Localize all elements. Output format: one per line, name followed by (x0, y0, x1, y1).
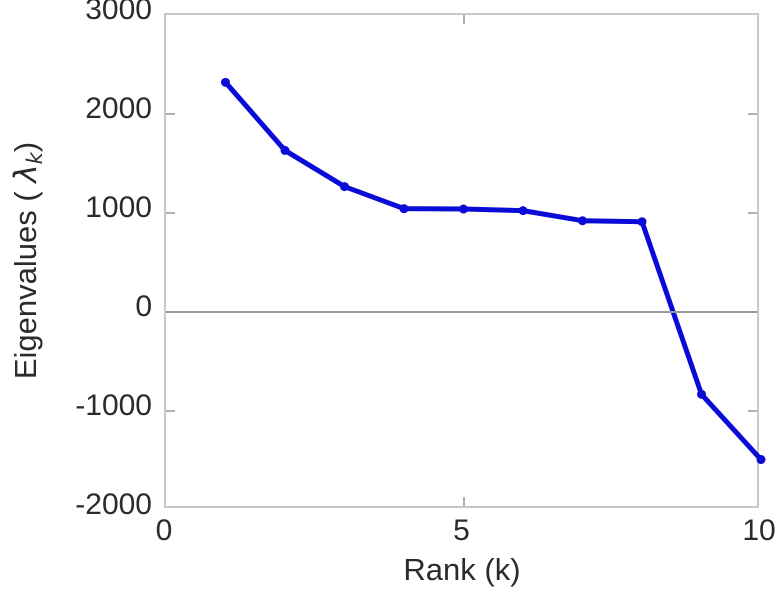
lambda-subscript: k (23, 151, 48, 164)
lambda-symbol: λ (8, 163, 45, 183)
data-point-marker (340, 182, 349, 192)
data-point-marker (459, 204, 468, 214)
data-point-marker (756, 455, 766, 465)
y-tick-label: 3000 (85, 0, 152, 26)
data-point-marker (221, 77, 230, 87)
y-tick-mark (748, 113, 757, 115)
y-tick-label: -1000 (75, 389, 152, 422)
x-tick-mark (462, 497, 465, 506)
y-axis-title-prefix: Eigenvalues ( (8, 182, 44, 379)
y-tick-label: 2000 (85, 92, 152, 125)
y-tick-mark (166, 212, 175, 214)
data-point-marker (518, 206, 528, 216)
y-axis-title-suffix: ) (8, 141, 44, 152)
y-tick-mark (748, 212, 757, 214)
y-tick-mark (166, 410, 175, 412)
data-point-marker (280, 145, 290, 155)
y-tick-label: 0 (135, 290, 152, 323)
x-tick-mark (462, 15, 465, 24)
series-line-eigenvalues (223, 79, 764, 463)
zero-reference-line (166, 311, 757, 313)
x-tick-label: 0 (155, 514, 173, 547)
y-tick-mark (166, 113, 175, 115)
data-series-svg (221, 77, 766, 465)
y-tick-mark (748, 410, 757, 412)
plot-area (164, 13, 766, 508)
data-point-marker (578, 216, 587, 226)
x-tick-label: 5 (453, 514, 470, 547)
x-axis-title: Rank (k) (403, 552, 521, 587)
y-axis-title-container: Eigenvalues ( λk) (0, 0, 56, 520)
x-tick-label: 10 (742, 514, 776, 547)
data-point-marker (399, 204, 409, 214)
data-point-marker (697, 389, 706, 399)
series-markers-eigenvalues (221, 77, 766, 465)
y-axis-title: Eigenvalues ( λk) (9, 141, 48, 378)
data-point-marker (637, 217, 647, 227)
y-tick-label: 1000 (85, 191, 152, 224)
y-tick-label: -2000 (75, 488, 152, 521)
